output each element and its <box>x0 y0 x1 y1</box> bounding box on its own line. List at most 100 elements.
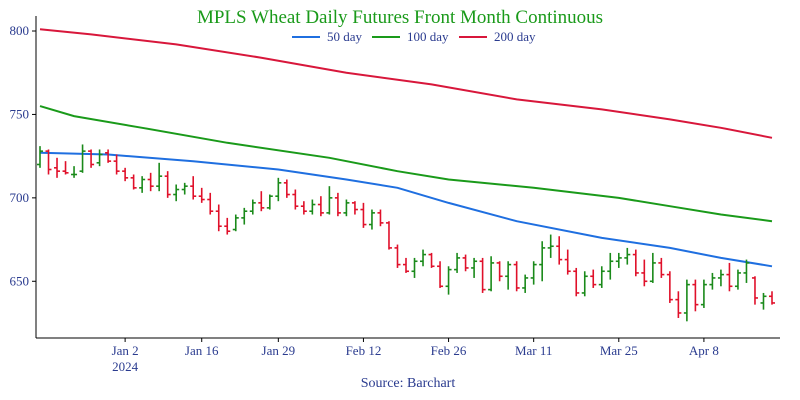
ohlc-bar-up <box>241 207 248 225</box>
ohlc-bar-down <box>292 189 299 210</box>
ohlc-bar-down <box>147 172 154 192</box>
ohlc-bar-up <box>607 252 614 280</box>
ohlc-bar-down <box>394 244 401 268</box>
ohlc-bar-down <box>334 192 341 217</box>
ohlc-bar-up <box>700 279 707 308</box>
ohlc-bar-down <box>769 291 775 305</box>
ohlc-bar-down <box>198 187 205 203</box>
ohlc-bar-down <box>496 261 503 282</box>
ohlc-bar-up <box>743 259 750 283</box>
ohlc-bar-down <box>675 291 682 318</box>
ohlc-bar-down <box>45 149 52 175</box>
ohlc-bar-up <box>649 252 656 283</box>
ohlc-bar-down <box>377 209 384 227</box>
ohlc-bar-up <box>79 144 86 173</box>
ohlc-bar-up <box>411 257 418 278</box>
x-tick-label: Jan 2 <box>112 343 139 358</box>
ohlc-bar-up <box>734 269 741 290</box>
ohlc-bar-down <box>258 191 265 212</box>
x-tick-label: Jan 29 <box>262 343 296 358</box>
ohlc-bar-down <box>641 259 648 287</box>
moving-average-lines <box>39 28 773 268</box>
ohlc-bar-up <box>173 184 180 202</box>
ohlc-bar-down <box>130 174 137 190</box>
ohlc-bar-down <box>556 236 563 265</box>
y-tick-label: 800 <box>10 23 30 38</box>
ohlc-bar-down <box>360 202 367 228</box>
y-tick-label: 700 <box>10 190 30 205</box>
x-tick-label: Jan 16 <box>185 343 219 358</box>
series-line-50-day <box>39 151 773 268</box>
legend: 50 day 100 day 200 day <box>292 29 536 44</box>
ohlc-bar-up <box>309 199 316 215</box>
legend-label-50-day: 50 day <box>327 29 363 44</box>
chart-title: MPLS Wheat Daily Futures Front Month Con… <box>197 7 603 28</box>
ohlc-bar-up <box>581 271 588 297</box>
x-tick-label: Mar 25 <box>600 343 638 358</box>
ohlc-bar-down <box>190 176 197 200</box>
ohlc-bar-up <box>445 266 452 295</box>
ohlc-bar-up <box>522 274 529 293</box>
ohlc-bar-down <box>437 261 444 288</box>
ohlc-bar-up <box>530 261 537 285</box>
ohlc-bar-up <box>760 292 767 310</box>
ohlc-bar-down <box>113 154 120 175</box>
y-tick-label: 750 <box>10 106 30 121</box>
ohlc-bar-down <box>122 167 129 182</box>
ohlc-bar-down <box>385 221 392 250</box>
ohlc-bar-down <box>351 201 358 215</box>
ohlc-bar-down <box>317 196 324 217</box>
ohlc-bar-up <box>539 241 546 282</box>
x-tick-label: Mar 11 <box>515 343 552 358</box>
x-tick-label: Feb 26 <box>431 343 467 358</box>
ohlc-bar-down <box>224 217 231 235</box>
source-label: Source: Barchart <box>361 376 456 391</box>
ohlc-bar-up <box>343 199 350 217</box>
ohlc-bar-up <box>683 279 690 322</box>
ohlc-bar-down <box>632 249 639 277</box>
ohlc-bar-down <box>590 269 597 288</box>
ohlc-bar-down <box>428 252 435 268</box>
ohlc-bar-up <box>717 269 724 287</box>
ohlc-bar-down <box>692 279 699 312</box>
x-tick-sublabel: 2024 <box>112 359 139 374</box>
ohlc-bar-down <box>751 276 758 305</box>
ohlc-bar-up <box>139 176 146 193</box>
ohlc-bar-up <box>232 214 239 232</box>
ohlc-bars <box>37 144 775 322</box>
ohlc-bar-down <box>300 201 307 215</box>
legend-label-100-day: 100 day <box>407 29 449 44</box>
series-line-200-day <box>39 28 773 139</box>
x-tick-label: Feb 12 <box>346 343 382 358</box>
ohlc-bar-up <box>547 234 554 258</box>
ohlc-bar-up <box>37 146 43 168</box>
ohlc-bar-down <box>105 149 112 163</box>
ohlc-bar-up <box>471 257 478 278</box>
y-axis-ticks: 650 700 750 800 <box>10 23 36 288</box>
ohlc-bar-down <box>207 192 214 215</box>
ohlc-bar-down <box>479 257 486 293</box>
ohlc-bar-down <box>54 157 61 178</box>
ohlc-bar-up <box>709 272 716 290</box>
ohlc-bar-down <box>283 179 290 198</box>
y-tick-label: 650 <box>10 273 30 288</box>
ohlc-bar-down <box>513 261 520 292</box>
ohlc-bar-up <box>454 252 461 273</box>
ohlc-bar-down <box>403 257 409 273</box>
ohlc-bar-up <box>598 266 605 288</box>
ohlc-bar-up <box>71 166 78 178</box>
ohlc-bar-up <box>488 256 495 292</box>
ohlc-bar-up <box>368 209 375 230</box>
ohlc-bar-up <box>420 249 427 267</box>
ohlc-bar-up <box>505 261 512 290</box>
x-tick-label: Apr 8 <box>689 343 719 358</box>
ohlc-bar-down <box>666 271 673 303</box>
ohlc-bar-up <box>326 186 333 215</box>
ohlc-bar-up <box>615 252 622 268</box>
ohlc-bar-up <box>249 199 256 215</box>
ohlc-bar-up <box>96 149 103 167</box>
ohlc-bar-down <box>462 254 469 272</box>
ohlc-bar-down <box>564 249 571 275</box>
